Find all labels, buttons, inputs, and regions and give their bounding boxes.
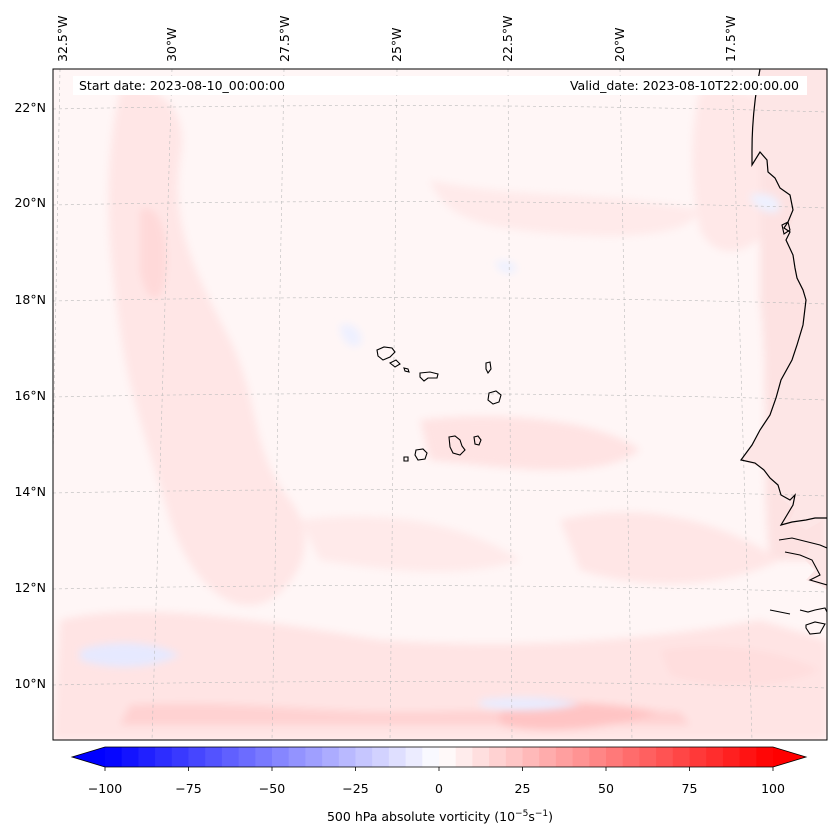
lat-label: 18°N [14, 292, 46, 307]
colorbar-cell [255, 747, 273, 767]
lon-label: 25°W [389, 27, 404, 62]
colorbar-cell [622, 747, 640, 767]
colorbar-cell [338, 747, 356, 767]
lon-label: 27.5°W [277, 16, 292, 62]
graticule [53, 69, 827, 740]
colorbar-cell [472, 747, 490, 767]
colorbar-cell [489, 747, 507, 767]
lat-label: 16°N [14, 388, 46, 403]
colorbar-cell [656, 747, 674, 767]
lat-label: 22°N [14, 100, 46, 115]
colorbar-cell [388, 747, 407, 767]
lat-label: 20°N [14, 195, 46, 210]
colorbar-extend-min [72, 747, 105, 767]
colorbar-cell [205, 747, 223, 767]
colorbar-tick-label: 75 [682, 781, 698, 796]
colorbar-cell [188, 747, 206, 767]
colorbar-ticks: −100 −75 −50 −25 0 25 50 75 100 [88, 767, 785, 796]
valid-date: Valid_date: 2023-08-10T22:00:00.00 [570, 78, 799, 93]
colorbar-cell [539, 747, 557, 767]
colorbar-tick-label: 25 [515, 781, 531, 796]
colorbar-cells [72, 747, 806, 767]
colorbar-cell [639, 747, 657, 767]
colorbar-cell [238, 747, 256, 767]
colorbar-cell [272, 747, 290, 767]
colorbar-cell [355, 747, 373, 767]
colorbar-label: 500 hPa absolute vorticity (10−5s−1) [327, 809, 553, 824]
africa-coastline [739, 69, 827, 526]
colorbar-cell [138, 747, 156, 767]
colorbar-tick-label: −25 [342, 781, 368, 796]
colorbar-tick-label: −100 [88, 781, 122, 796]
lon-label: 20°W [612, 27, 627, 62]
vorticity-field [53, 69, 827, 740]
colorbar-cell [689, 747, 707, 767]
colorbar-cell [439, 747, 457, 767]
lat-label: 10°N [14, 676, 46, 691]
colorbar-cell [322, 747, 340, 767]
colorbar-cell [288, 747, 306, 767]
colorbar-cell [455, 747, 473, 767]
colorbar: −100 −75 −50 −25 0 25 50 75 100 500 hPa absolute… [70, 746, 808, 824]
colorbar-extend-max [773, 747, 806, 767]
colorbar-cell [155, 747, 173, 767]
cape-verde-islands [376, 346, 502, 462]
colorbar-cell [722, 747, 741, 767]
colorbar-cell [756, 747, 774, 767]
colorbar-cell [105, 747, 123, 767]
colorbar-cell [672, 747, 690, 767]
colorbar-cell [422, 747, 440, 767]
colorbar-cell [606, 747, 624, 767]
lat-label: 14°N [14, 484, 46, 499]
colorbar-cell [706, 747, 724, 767]
colorbar-cell [221, 747, 240, 767]
colorbar-tick-label: −75 [175, 781, 201, 796]
colorbar-cell [372, 747, 390, 767]
colorbar-cell [572, 747, 590, 767]
lat-label: 12°N [14, 580, 46, 595]
colorbar-cell [171, 747, 189, 767]
colorbar-cell [121, 747, 139, 767]
colorbar-cell [589, 747, 607, 767]
lon-label: 32.5°W [55, 16, 70, 62]
colorbar-cell [305, 747, 323, 767]
colorbar-tick-label: −50 [259, 781, 285, 796]
colorbar-cell [405, 747, 423, 767]
colorbar-tick-label: 50 [598, 781, 614, 796]
colorbar-cell [555, 747, 574, 767]
lon-label: 22.5°W [500, 16, 515, 62]
colorbar-tick-label: 0 [435, 781, 443, 796]
colorbar-tick-label: 100 [761, 781, 785, 796]
lon-label: 30°W [164, 27, 179, 62]
lon-label: 17.5°W [723, 16, 738, 62]
colorbar-cell [522, 747, 540, 767]
colorbar-cell [505, 747, 523, 767]
start-date: Start date: 2023-08-10_00:00:00 [79, 78, 285, 93]
colorbar-cell [739, 747, 757, 767]
